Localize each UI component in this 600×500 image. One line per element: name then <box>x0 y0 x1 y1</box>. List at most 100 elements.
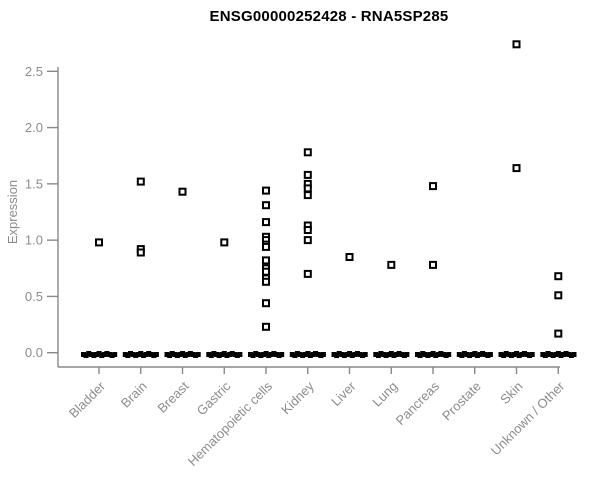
zero-cluster-point <box>352 352 358 357</box>
zero-cluster-point <box>107 352 112 357</box>
x-tick-label: Unknown / Other <box>488 378 568 458</box>
zero-cluster-point <box>224 353 230 358</box>
zero-cluster-point <box>555 351 561 356</box>
zero-cluster-point <box>420 351 426 356</box>
zero-cluster-point <box>347 351 353 356</box>
zero-cluster-point <box>96 351 102 356</box>
zero-cluster-point <box>446 352 452 357</box>
y-tick-label: 0.0 <box>25 345 43 360</box>
zero-cluster-point <box>153 352 159 357</box>
x-tick-label: Breast <box>154 378 191 415</box>
data-point <box>429 182 437 191</box>
zero-cluster-point <box>435 352 441 357</box>
zero-cluster-point <box>182 353 188 358</box>
zero-cluster-point <box>320 352 326 357</box>
zero-cluster-point <box>289 352 295 357</box>
zero-cluster-point <box>362 352 368 357</box>
zero-cluster-point <box>344 352 350 357</box>
data-point <box>136 248 145 257</box>
zero-cluster-point <box>234 353 240 358</box>
zero-cluster-point <box>146 351 152 356</box>
zero-cluster-point <box>300 353 306 358</box>
zero-cluster-point <box>229 351 235 356</box>
x-tick-label: Pancreas <box>393 378 443 428</box>
data-point <box>262 277 270 286</box>
data-point <box>512 40 521 49</box>
zero-cluster-point <box>415 352 420 357</box>
data-point <box>262 186 270 195</box>
zero-cluster-point <box>425 353 431 358</box>
zero-cluster-point <box>221 351 227 356</box>
zero-cluster-point <box>279 352 285 357</box>
zero-cluster-point <box>94 352 99 357</box>
zero-cluster-point <box>86 351 92 356</box>
zero-cluster-point <box>261 352 266 357</box>
x-tick-label: Liver <box>328 378 359 409</box>
data-point <box>262 256 270 265</box>
zero-cluster-point <box>568 353 574 358</box>
zero-cluster-point <box>174 353 180 358</box>
zero-cluster-point <box>548 352 553 357</box>
zero-cluster-point <box>216 353 222 358</box>
zero-cluster-point <box>258 353 264 358</box>
zero-cluster-point <box>521 351 527 356</box>
data-point <box>554 329 563 338</box>
data-point <box>554 291 563 300</box>
data-point <box>512 164 521 173</box>
zero-cluster-point <box>255 352 261 357</box>
zero-cluster-point <box>566 352 572 357</box>
zero-cluster-point <box>334 353 340 358</box>
data-point <box>262 267 270 276</box>
zero-cluster-point <box>104 351 110 356</box>
zero-cluster-point <box>527 353 533 358</box>
zero-cluster-point <box>357 352 363 357</box>
zero-cluster-point <box>172 352 178 357</box>
zero-cluster-point <box>430 351 436 356</box>
zero-cluster-point <box>373 352 379 357</box>
zero-cluster-point <box>99 353 105 358</box>
zero-cluster-point <box>167 353 173 358</box>
zero-cluster-point <box>208 353 214 358</box>
zero-cluster-point <box>474 353 480 358</box>
chart-title: ENSG00000252428 - RNA5SP285 <box>209 8 449 25</box>
zero-cluster-point <box>399 352 405 357</box>
data-point <box>136 177 145 186</box>
zero-cluster-point <box>480 351 486 356</box>
zero-cluster-point <box>143 352 149 357</box>
x-tick-label: Prostate <box>439 379 484 424</box>
zero-cluster-point <box>550 353 556 358</box>
x-tick-label: Gastric <box>194 378 234 418</box>
data-point <box>262 242 270 251</box>
zero-cluster-point <box>128 351 133 356</box>
zero-cluster-point <box>501 353 507 358</box>
zero-cluster-point <box>140 353 146 358</box>
zero-cluster-point <box>190 352 196 357</box>
y-tick-label: 2.5 <box>25 64 43 79</box>
zero-cluster-point <box>307 353 313 358</box>
zero-cluster-point <box>88 352 94 357</box>
zero-cluster-point <box>125 353 131 358</box>
zero-cluster-point <box>563 351 569 356</box>
zero-cluster-point <box>313 351 319 356</box>
zero-cluster-point <box>360 353 366 358</box>
zero-cluster-point <box>112 352 118 357</box>
y-tick-label: 1.0 <box>25 233 43 248</box>
zero-cluster-point <box>428 352 433 357</box>
zero-cluster-point <box>185 352 191 357</box>
zero-cluster-point <box>441 352 446 357</box>
data-point <box>345 253 354 261</box>
zero-cluster-point <box>214 352 220 357</box>
zero-cluster-point <box>469 352 475 357</box>
zero-cluster-point <box>404 352 410 357</box>
zero-cluster-point <box>263 351 269 356</box>
zero-cluster-point <box>386 352 392 357</box>
zero-cluster-point <box>467 353 473 358</box>
data-point <box>262 201 270 210</box>
zero-cluster-point <box>268 352 274 357</box>
zero-cluster-point <box>315 352 321 357</box>
zero-cluster-point <box>302 352 308 357</box>
zero-cluster-point <box>101 352 107 357</box>
zero-cluster-point <box>294 351 300 356</box>
zero-cluster-point <box>542 353 548 358</box>
zero-cluster-point <box>237 352 243 357</box>
